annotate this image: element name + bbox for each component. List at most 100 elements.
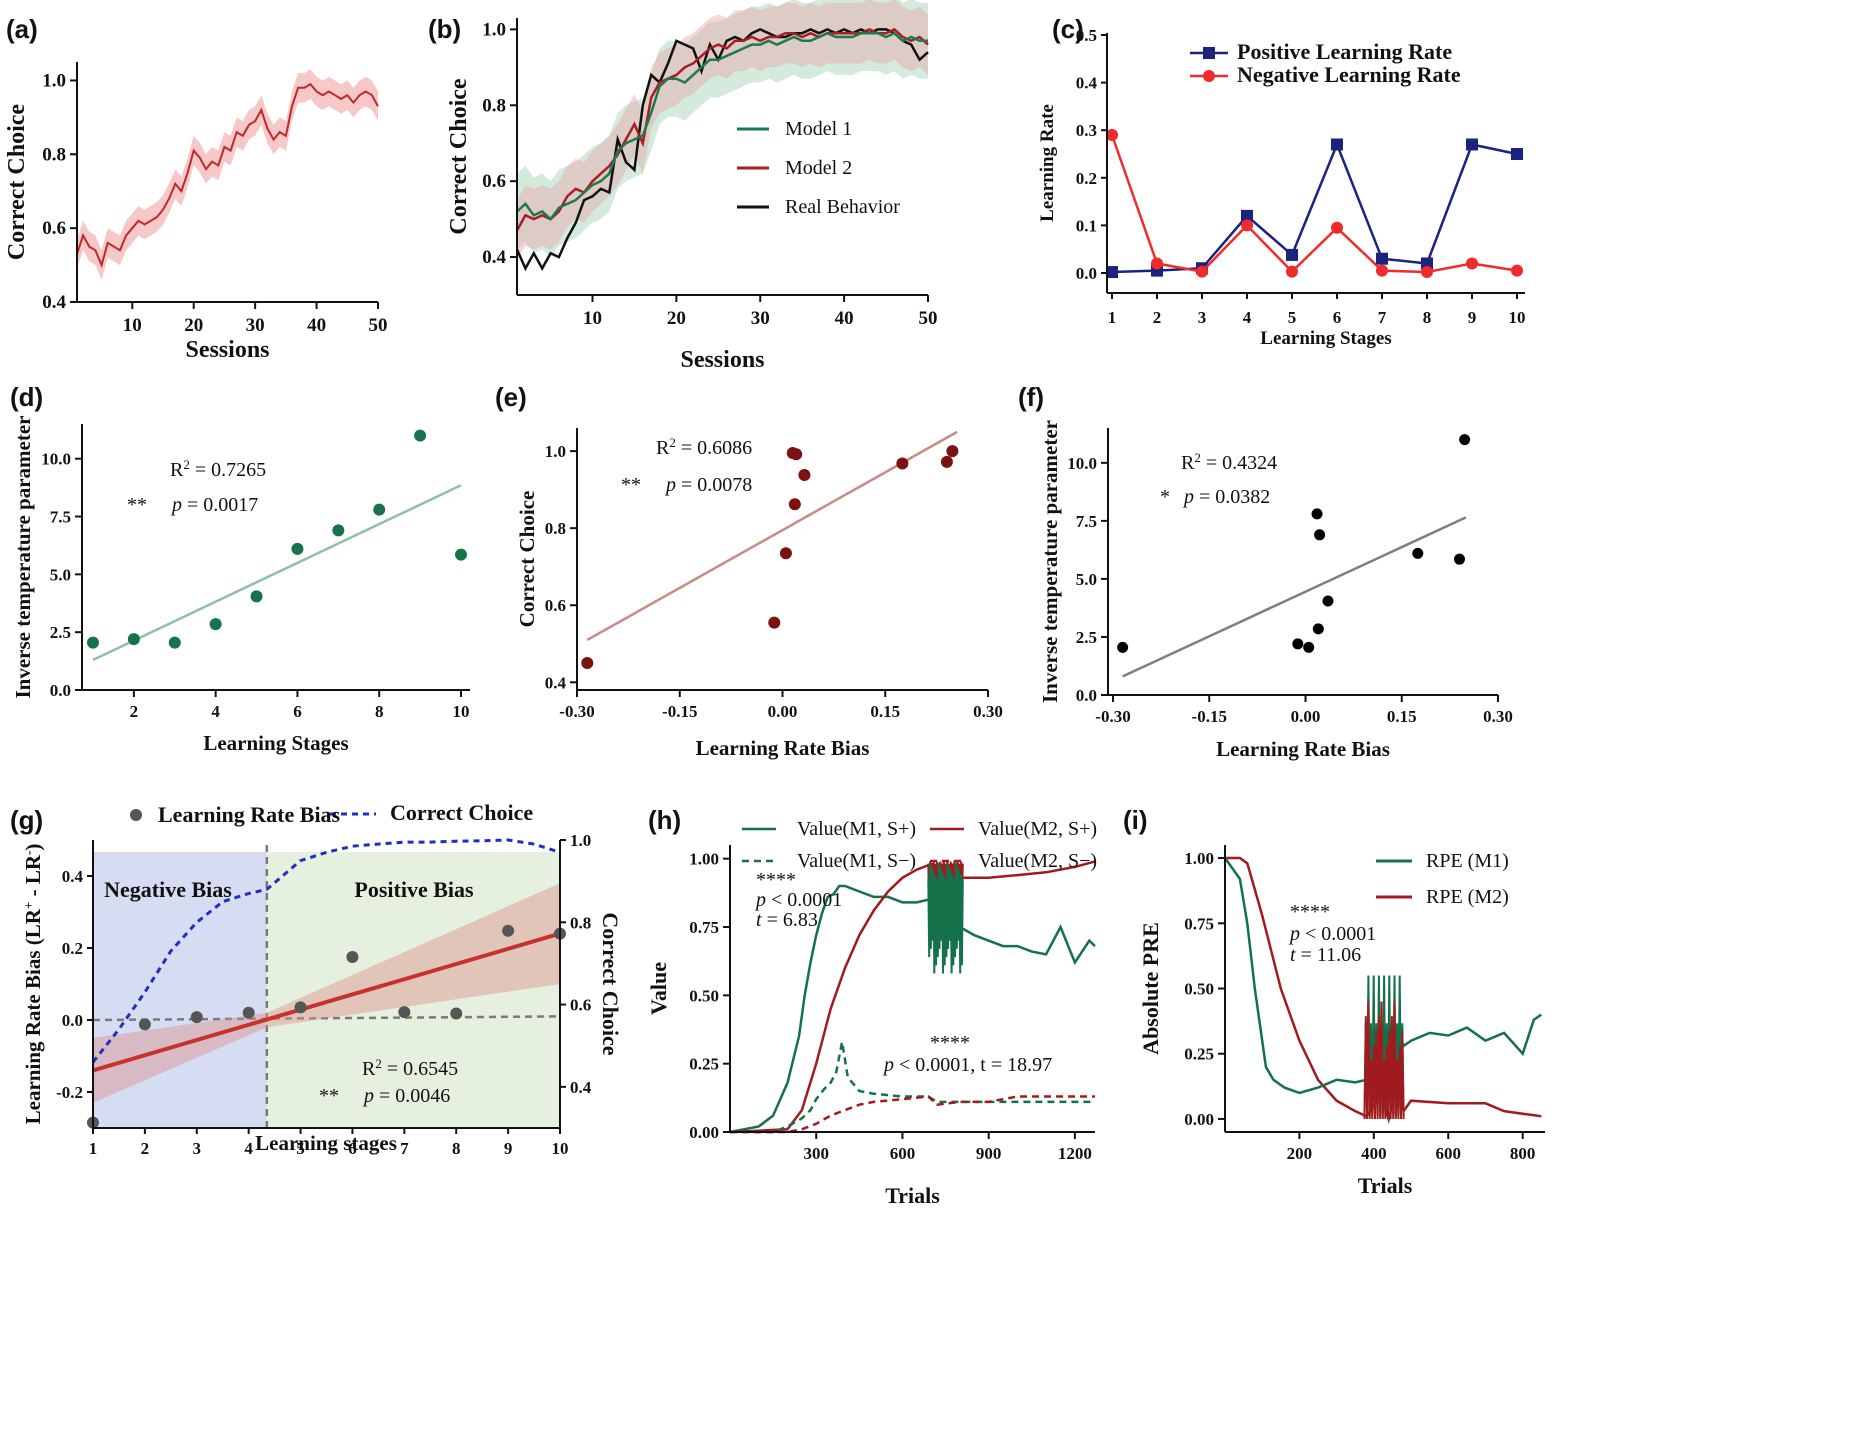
x-tick-label: 10 <box>552 1139 569 1158</box>
x-axis-title: Trials <box>885 1183 940 1208</box>
y-tick-label: -0.2 <box>56 1083 83 1102</box>
x-tick-label: 40 <box>307 315 326 336</box>
y-tick-label: 0.8 <box>482 95 506 116</box>
scatter-point <box>209 618 222 631</box>
y2-tick-label: 1.0 <box>570 831 591 850</box>
series-line-negative-learning-rate <box>1110 134 1518 274</box>
significance-stars: ** <box>621 474 641 496</box>
regression-line <box>92 484 462 662</box>
legend-label: Positive Learning Rate <box>1237 39 1452 64</box>
x-tick-label: 8 <box>452 1139 461 1158</box>
scatter-point <box>768 616 781 629</box>
p-value-annotation-part: = 0.0017 <box>182 494 258 516</box>
y-axis-title: Value <box>646 962 671 1015</box>
x-tick-label: 900 <box>976 1144 1002 1163</box>
y-tick-label: 0.75 <box>1184 914 1214 933</box>
y-tick-label: 0.6 <box>545 596 566 615</box>
y-tick-label: 0.0 <box>50 681 71 700</box>
panel-label: (f) <box>1018 382 1044 412</box>
y-tick-label: 0.4 <box>545 673 567 692</box>
x-axis-title: Learning Stages <box>1260 328 1391 349</box>
x-tick-label: 6 <box>1333 308 1342 327</box>
y2-axis-title: Correct Choice <box>598 912 623 1055</box>
data-marker <box>1241 219 1253 232</box>
x-axis-title: Sessions <box>185 337 269 363</box>
scatter-point <box>940 455 953 468</box>
x-tick-label: 8 <box>375 702 384 721</box>
data-marker <box>1241 209 1253 222</box>
annotation-p: p < 0.0001 <box>754 889 842 911</box>
x-tick-label: 2 <box>130 702 139 721</box>
x-tick-label: 200 <box>1287 1144 1313 1163</box>
x-tick-label: 1 <box>1108 308 1117 327</box>
legend-label: Value(M2, S−) <box>978 850 1097 872</box>
scatter-point <box>414 429 427 442</box>
x-tick-label: 4 <box>1243 308 1252 327</box>
p-value-annotation: p = 0.0078 <box>664 474 752 496</box>
scatter-point <box>1412 547 1424 559</box>
x-tick-label: 10 <box>1509 308 1526 327</box>
y-tick-label: 0.0 <box>62 1011 83 1030</box>
y-tick-label: 5.0 <box>1076 570 1097 589</box>
x-tick-label: -0.15 <box>1192 707 1227 726</box>
scatter-point <box>798 469 811 482</box>
legend-marker <box>130 809 142 821</box>
annotation-t: t = 11.06 <box>1290 944 1361 966</box>
significance-stars: ** <box>127 494 147 516</box>
legend-label: Model 1 <box>785 118 852 140</box>
y-axis-title-part: - <box>21 851 36 855</box>
y-tick-label: 0.00 <box>689 1123 719 1142</box>
scatter-point <box>294 1001 307 1014</box>
x-tick-label: -0.30 <box>1095 707 1130 726</box>
y-tick-label: 0.25 <box>1184 1045 1214 1064</box>
y-tick-label: 0.0 <box>1076 686 1097 705</box>
legend-label: Negative Learning Rate <box>1237 62 1461 87</box>
r-squared-annotation-part: R <box>1181 452 1195 474</box>
data-marker <box>1196 265 1208 278</box>
error-band <box>517 0 928 258</box>
region-label-positive: Positive Bias <box>354 877 474 902</box>
series-line-value-m2-s- <box>729 860 1096 1134</box>
x-tick-label: 3 <box>193 1139 202 1158</box>
x-tick-label: 10 <box>583 308 602 329</box>
r-squared-annotation-part: 2 <box>1194 450 1201 465</box>
x-tick-label: 6 <box>348 1139 357 1158</box>
data-marker <box>1331 138 1343 151</box>
r-squared-annotation-part: R <box>170 459 184 481</box>
scatter-point <box>502 924 515 937</box>
x-tick-label: 30 <box>246 315 265 336</box>
scatter-point <box>1454 553 1465 565</box>
panel-label: (h) <box>648 805 681 835</box>
x-tick-label: 300 <box>803 1144 829 1163</box>
x-axis-title: Learning Stages <box>203 731 348 755</box>
scatter-point <box>398 1006 411 1019</box>
scatter-point <box>455 548 467 561</box>
legend-label: RPE (M2) <box>1426 886 1509 908</box>
y-tick-label: 0.4 <box>1076 74 1098 93</box>
data-marker <box>1286 248 1298 261</box>
y-tick-label: 0.5 <box>1076 26 1097 45</box>
r-squared-annotation-part: 2 <box>375 1056 382 1071</box>
y-tick-label: 2.5 <box>1076 628 1097 647</box>
y-tick-label: 1.00 <box>689 850 719 869</box>
data-marker <box>1511 264 1523 277</box>
x-tick-label: 6 <box>293 702 302 721</box>
p-value-annotation-part: = 0.0046 <box>374 1085 450 1107</box>
region-label-negative: Negative Bias <box>104 877 232 902</box>
x-tick-label: 30 <box>751 308 770 329</box>
legend-label: RPE (M1) <box>1426 850 1509 872</box>
x-tick-label: 4 <box>211 702 220 721</box>
y-tick-label: 7.5 <box>50 508 71 527</box>
annotation-t: t = 6.83 <box>756 909 818 931</box>
scatter-point <box>190 1011 203 1024</box>
legend-label: Model 2 <box>785 157 852 179</box>
y-tick-label: 0.2 <box>1076 169 1097 188</box>
data-marker <box>1106 128 1118 141</box>
significance-stars: * <box>1160 486 1170 508</box>
scatter-point <box>127 633 140 646</box>
r-squared-annotation-part: = 0.4324 <box>1201 452 1277 474</box>
series-line-value-m2-s- <box>730 1095 1095 1134</box>
y-axis-title: Correct Choice <box>4 104 30 261</box>
scatter-point <box>1312 623 1324 635</box>
x-tick-label: 0.00 <box>1291 707 1321 726</box>
